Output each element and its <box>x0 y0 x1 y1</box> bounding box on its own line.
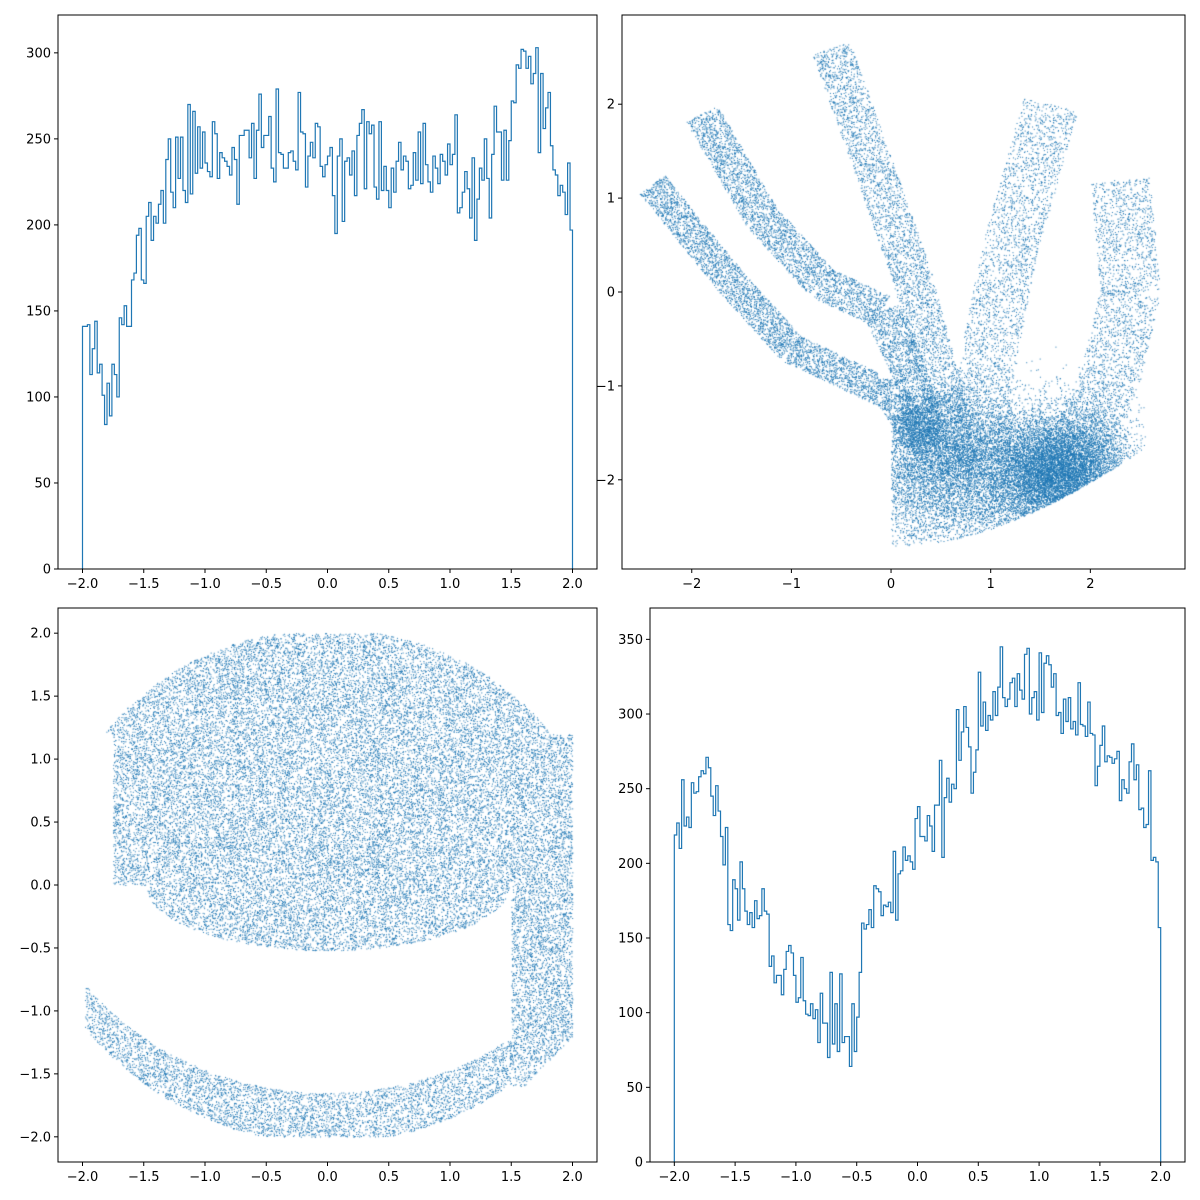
x-tick-label: −1.0 <box>189 1170 221 1185</box>
x-tick-label: 2 <box>1086 577 1094 592</box>
y-tick-label: 250 <box>618 782 643 797</box>
x-tick-label: 1.5 <box>501 1170 522 1185</box>
y-tick-label: 1.5 <box>30 690 51 705</box>
y-tick-label: 1 <box>607 192 615 207</box>
axes-frame <box>57 607 598 1163</box>
x-tick-label: −2.0 <box>659 1170 691 1185</box>
y-tick-label: 50 <box>34 476 51 491</box>
axes-frame <box>621 14 1186 570</box>
x-tick-label: −2.0 <box>67 577 99 592</box>
y-tick-label: 200 <box>26 218 51 233</box>
y-tick-label: 1.0 <box>30 753 51 768</box>
x-tick-label: −1.0 <box>189 577 221 592</box>
y-tick-label: −0.5 <box>19 941 51 956</box>
y-tick-label: 0.5 <box>30 816 51 831</box>
scatter-points <box>58 608 597 1162</box>
y-tick-label: 0 <box>43 563 51 578</box>
y-tick-label: 100 <box>26 390 51 405</box>
y-tick-label: 300 <box>618 708 643 723</box>
x-tick-label: −0.5 <box>250 1170 282 1185</box>
y-tick-label: −1.0 <box>19 1004 51 1019</box>
y-tick-label: 2.0 <box>30 627 51 642</box>
histogram-step-line <box>673 646 1162 1162</box>
x-tick-label: 1.5 <box>1090 1170 1111 1185</box>
x-tick-label: 1.0 <box>440 1170 461 1185</box>
y-tick-label: −1 <box>596 379 615 394</box>
histogram-top-left-axes: −2.0 −1.5 −1.0 −0.5 0.0 0.5 1.0 1.5 2.0 0 50 100 150… <box>26 14 598 592</box>
x-tick-label: 1 <box>987 577 995 592</box>
x-tick-label: 1.0 <box>440 577 461 592</box>
y-tick-label: 250 <box>26 132 51 147</box>
y-tick-label: 150 <box>26 304 51 319</box>
x-tick-label: 0.5 <box>968 1170 989 1185</box>
x-tick-label: −1.0 <box>780 1170 812 1185</box>
x-tick-label: 2.0 <box>562 577 583 592</box>
x-tick-label: −1.5 <box>128 1170 160 1185</box>
histogram-bottom-right-axes: −2.0 −1.5 −1.0 −0.5 0.0 0.5 1.0 1.5 2.0 0 50 100 150… <box>618 607 1186 1185</box>
x-tick-label: −0.5 <box>250 577 282 592</box>
x-tick-label: 2.0 <box>562 1170 583 1185</box>
x-tick-label: 0.5 <box>378 1170 399 1185</box>
scatter-bottom-left-axes: −2.0 −1.5 −1.0 −0.5 0.0 0.5 1.0 1.5 2.0 −2.0 −1.5 −… <box>19 607 598 1185</box>
y-tick-label: 150 <box>618 932 643 947</box>
y-tick-label: 0 <box>607 286 615 301</box>
x-tick-label: −1.5 <box>719 1170 751 1185</box>
scatter-top-right-axes: −2 −1 0 1 2 −2 −1 0 1 2 <box>596 14 1186 592</box>
y-tick-label: 300 <box>26 46 51 61</box>
y-tick-label: 2 <box>607 98 615 113</box>
x-tick-label: 1.0 <box>1029 1170 1050 1185</box>
x-tick-label: 0 <box>887 577 895 592</box>
y-tick-label: 0.0 <box>30 879 51 894</box>
y-tick-label: −2.0 <box>19 1130 51 1145</box>
axes-frame <box>649 607 1186 1163</box>
x-tick-label: −1.5 <box>128 577 160 592</box>
x-tick-label: −1 <box>782 577 801 592</box>
x-tick-label: 0.5 <box>378 577 399 592</box>
x-tick-label: 2.0 <box>1150 1170 1171 1185</box>
x-tick-label: −0.5 <box>841 1170 873 1185</box>
histogram-step-line <box>81 47 574 569</box>
x-tick-label: 0.0 <box>907 1170 928 1185</box>
y-tick-label: 100 <box>618 1006 643 1021</box>
y-tick-label: 50 <box>626 1081 643 1096</box>
x-tick-label: 0.0 <box>317 1170 338 1185</box>
y-tick-label: −1.5 <box>19 1067 51 1082</box>
x-tick-label: −2 <box>682 577 701 592</box>
y-tick-label: −2 <box>596 473 615 488</box>
y-tick-label: 200 <box>618 857 643 872</box>
x-tick-label: 0.0 <box>317 577 338 592</box>
x-tick-label: −2.0 <box>67 1170 99 1185</box>
scatter-points <box>622 15 1185 569</box>
axes-frame <box>57 14 598 570</box>
x-tick-label: 1.5 <box>501 577 522 592</box>
y-tick-label: 0 <box>635 1156 643 1171</box>
y-tick-label: 350 <box>618 633 643 648</box>
